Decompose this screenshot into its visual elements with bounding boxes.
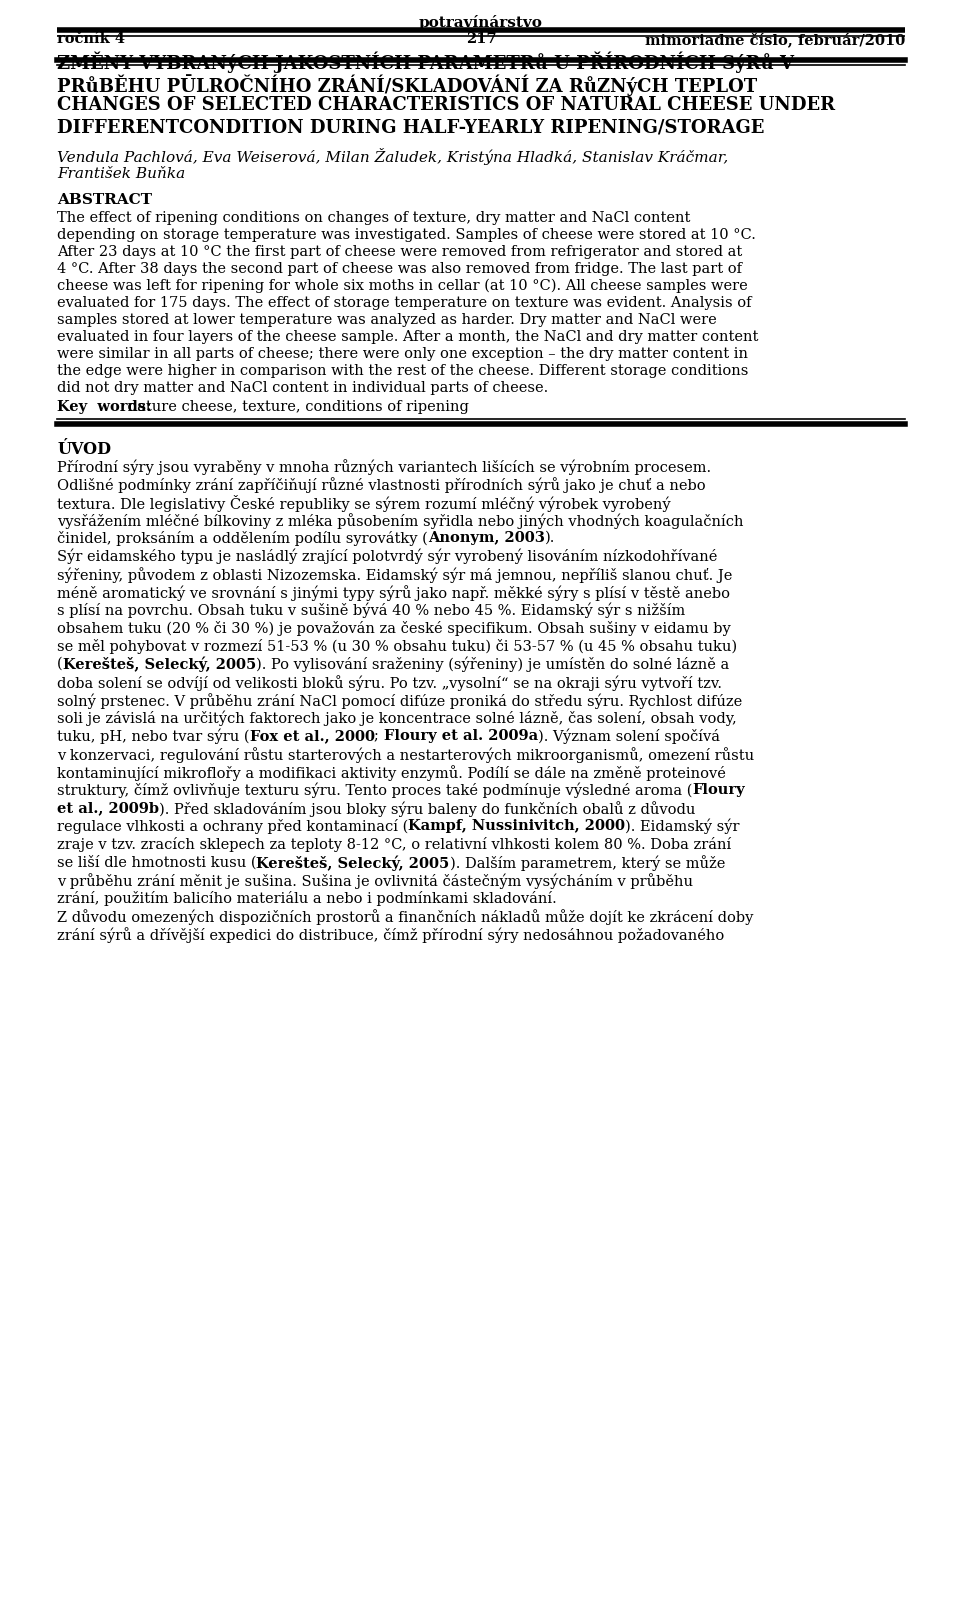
Text: struktury, čímž ovlivňuje texturu sýru. Tento proces také podmínuje výsledné aro: struktury, čímž ovlivňuje texturu sýru. …: [57, 783, 692, 799]
Text: zrání sýrů a dřívější expedici do distribuce, čímž přírodní sýry nedosáhnou poža: zrání sýrů a dřívější expedici do distri…: [57, 927, 724, 943]
Text: Kerešteš, Selecký, 2005: Kerešteš, Selecký, 2005: [256, 855, 449, 870]
Text: ;: ;: [374, 729, 384, 742]
Text: Kampf, Nussinivitch, 2000: Kampf, Nussinivitch, 2000: [408, 818, 625, 833]
Text: Kerešteš, Selecký, 2005: Kerešteš, Selecký, 2005: [62, 657, 256, 673]
Text: tuku, pH, nebo tvar sýru (: tuku, pH, nebo tvar sýru (: [57, 729, 250, 744]
Text: regulace vlhkosti a ochrany před kontaminací (: regulace vlhkosti a ochrany před kontami…: [57, 818, 408, 834]
Text: ). Po vylisování sraženiny (sýřeniny) je umístěn do solné lázně a: ). Po vylisování sraženiny (sýřeniny) je…: [256, 657, 730, 673]
Text: ÚVOD: ÚVOD: [57, 441, 111, 458]
Text: Floury et al. 2009a: Floury et al. 2009a: [384, 729, 539, 742]
Text: kontaminující mikroflořy a modifikaci aktivity enzymů. Podílí se dále na změně p: kontaminující mikroflořy a modifikaci ak…: [57, 765, 726, 781]
Text: vysřážením mléčné bílkoviny z mléka působením syřidla nebo jiných vhodných koagu: vysřážením mléčné bílkoviny z mléka půso…: [57, 513, 743, 529]
Text: evaluated for 175 days. The effect of storage temperature on texture was evident: evaluated for 175 days. The effect of st…: [57, 296, 752, 310]
Text: depending on storage temperature was investigated. Samples of cheese were stored: depending on storage temperature was inv…: [57, 228, 756, 243]
Text: se měl pohybovat v rozmezí 51-53 % (u 30 % obsahu tuku) či 53-57 % (u 45 % obsah: se měl pohybovat v rozmezí 51-53 % (u 30…: [57, 639, 737, 653]
Text: 217: 217: [466, 32, 496, 45]
Text: Key  words:: Key words:: [57, 399, 152, 414]
Text: ABSTRACT: ABSTRACT: [57, 192, 152, 207]
Text: doba solení se odvíjí od velikosti bloků sýru. Po tzv. „vysolní“ se na okraji sý: doba solení se odvíjí od velikosti bloků…: [57, 674, 722, 690]
Text: mimoriadne číslo, február/2010: mimoriadne číslo, február/2010: [645, 32, 905, 47]
Text: ). Před skladováním jsou bloky sýru baleny do funkčních obalů z důvodu: ). Před skladováním jsou bloky sýru bale…: [159, 800, 695, 817]
Text: textura. Dle legislativy České republiky se sýrem rozumí mléčný výrobek vyrobený: textura. Dle legislativy České republiky…: [57, 495, 671, 513]
Text: Anonym, 2003: Anonym, 2003: [428, 530, 544, 545]
Text: The effect of ripening conditions on changes of texture, dry matter and NaCl con: The effect of ripening conditions on cha…: [57, 210, 690, 225]
Text: méně aromatický ve srovnání s jinými typy sýrů jako např. měkké sýry s plísí v t: méně aromatický ve srovnání s jinými typ…: [57, 585, 730, 602]
Text: samples stored at lower temperature was analyzed as harder. Dry matter and NaCl : samples stored at lower temperature was …: [57, 314, 717, 327]
Text: sýřeniny, původem z oblasti Nizozemska. Eidamský sýr má jemnou, nepříliš slanou : sýřeniny, původem z oblasti Nizozemska. …: [57, 568, 732, 582]
Text: nature cheese, texture, conditions of ripening: nature cheese, texture, conditions of ri…: [123, 399, 468, 414]
Text: se liší dle hmotnosti kusu (: se liší dle hmotnosti kusu (: [57, 855, 256, 870]
Text: Z důvodu omezených dispozičních prostorů a finančních nákladů může dojít ke zkrá: Z důvodu omezených dispozičních prostorů…: [57, 909, 754, 925]
Text: s plísí na povrchu. Obsah tuku v sušině bývá 40 % nebo 45 %. Eidamský sýr s nižš: s plísí na povrchu. Obsah tuku v sušině …: [57, 603, 685, 618]
Text: CHANGES OF SELECTED CHARACTERISTICS OF NATURAL CHEESE UNDER: CHANGES OF SELECTED CHARACTERISTICS OF N…: [57, 95, 835, 115]
Text: činidel, proksáním a oddělením podílu syrovátky (: činidel, proksáním a oddělením podílu sy…: [57, 530, 428, 547]
Text: ). Dalším parametrem, který se může: ). Dalším parametrem, který se může: [449, 855, 725, 872]
Text: v průběhu zrání měnit je sušina. Sušina je ovlivnitá částečným vysýcháním v průb: v průběhu zrání měnit je sušina. Sušina …: [57, 873, 693, 889]
Text: the edge were higher in comparison with the rest of the cheese. Different storag: the edge were higher in comparison with …: [57, 364, 749, 378]
Text: ). Eidamský sýr: ). Eidamský sýr: [625, 818, 740, 834]
Text: PRůBĚHU PŪLROČNÍHO ZRÁNÍ/SKLADOVÁNÍ ZA RůZNýCH TEPLOT: PRůBĚHU PŪLROČNÍHO ZRÁNÍ/SKLADOVÁNÍ ZA R…: [57, 74, 757, 95]
Text: ).: ).: [544, 530, 555, 545]
Text: v konzervaci, regulování růstu starterových a nestarterových mikroorganismů, ome: v konzervaci, regulování růstu starterov…: [57, 747, 755, 763]
Text: After 23 days at 10 °C the first part of cheese were removed from refrigerator a: After 23 days at 10 °C the first part of…: [57, 246, 742, 259]
Text: Přírodní sýry jsou vyraběny v mnoha různých variantech lišících se výrobním proc: Přírodní sýry jsou vyraběny v mnoha různ…: [57, 459, 711, 475]
Text: soli je závislá na určitých faktorech jako je koncentrace solné lázně, čas solen: soli je závislá na určitých faktorech ja…: [57, 711, 736, 726]
Text: evaluated in four layers of the cheese sample. After a month, the NaCl and dry m: evaluated in four layers of the cheese s…: [57, 330, 758, 344]
Text: cheese was left for ripening for whole six moths in cellar (at 10 °C). All chees: cheese was left for ripening for whole s…: [57, 280, 748, 293]
Text: potravínárstvo: potravínárstvo: [420, 15, 543, 31]
Text: Floury: Floury: [692, 783, 745, 797]
Text: (: (: [57, 657, 62, 671]
Text: ). Význam solení spočívá: ). Význam solení spočívá: [539, 729, 720, 744]
Text: DIFFERENTCONDITION DURING HALF-YEARLY RIPENING/STORAGE: DIFFERENTCONDITION DURING HALF-YEARLY RI…: [57, 118, 764, 136]
Text: obsahem tuku (20 % či 30 %) je považován za české specifikum. Obsah sušiny v eid: obsahem tuku (20 % či 30 %) je považován…: [57, 621, 731, 635]
Text: Odlišné podmínky zrání zapříčiňují různé vlastnosti přírodních sýrů jako je chuť: Odlišné podmínky zrání zapříčiňují různé…: [57, 477, 706, 493]
Text: 4 °C. After 38 days the second part of cheese was also removed from fridge. The : 4 °C. After 38 days the second part of c…: [57, 262, 742, 277]
Text: zrání, použitím balicího materiálu a nebo i podmínkami skladování.: zrání, použitím balicího materiálu a neb…: [57, 891, 557, 906]
Text: Fox et al., 2000: Fox et al., 2000: [250, 729, 374, 742]
Text: were similar in all parts of cheese; there were only one exception – the dry mat: were similar in all parts of cheese; the…: [57, 348, 748, 361]
Text: Sýr eidamského typu je nasládlý zrající polotvrdý sýr vyrobený lisováním nízkodo: Sýr eidamského typu je nasládlý zrající …: [57, 550, 717, 564]
Text: solný prstenec. V průběhu zrání NaCl pomocí difúze proniká do středu sýru. Rychl: solný prstenec. V průběhu zrání NaCl pom…: [57, 694, 742, 708]
Text: ročník 4: ročník 4: [57, 32, 125, 45]
Text: František Buňka: František Buňka: [57, 167, 185, 181]
Text: Vendula Pachlová, Eva Weiserová, Milan Žaludek, Kristýna Hladká, Stanislav Kráčm: Vendula Pachlová, Eva Weiserová, Milan Ž…: [57, 149, 729, 165]
Text: et al., 2009b: et al., 2009b: [57, 800, 159, 815]
Text: ZMĚNY VYBRANýCH JAKOSTNÍCH PARAMETRů U PŘÍRODNÍCH SýRů V: ZMĚNY VYBRANýCH JAKOSTNÍCH PARAMETRů U P…: [57, 52, 794, 73]
Text: did not dry matter and NaCl content in individual parts of cheese.: did not dry matter and NaCl content in i…: [57, 382, 548, 395]
Text: zraje v tzv. zracích sklepech za teploty 8-12 °C, o relativní vlhkosti kolem 80 : zraje v tzv. zracích sklepech za teploty…: [57, 838, 732, 852]
